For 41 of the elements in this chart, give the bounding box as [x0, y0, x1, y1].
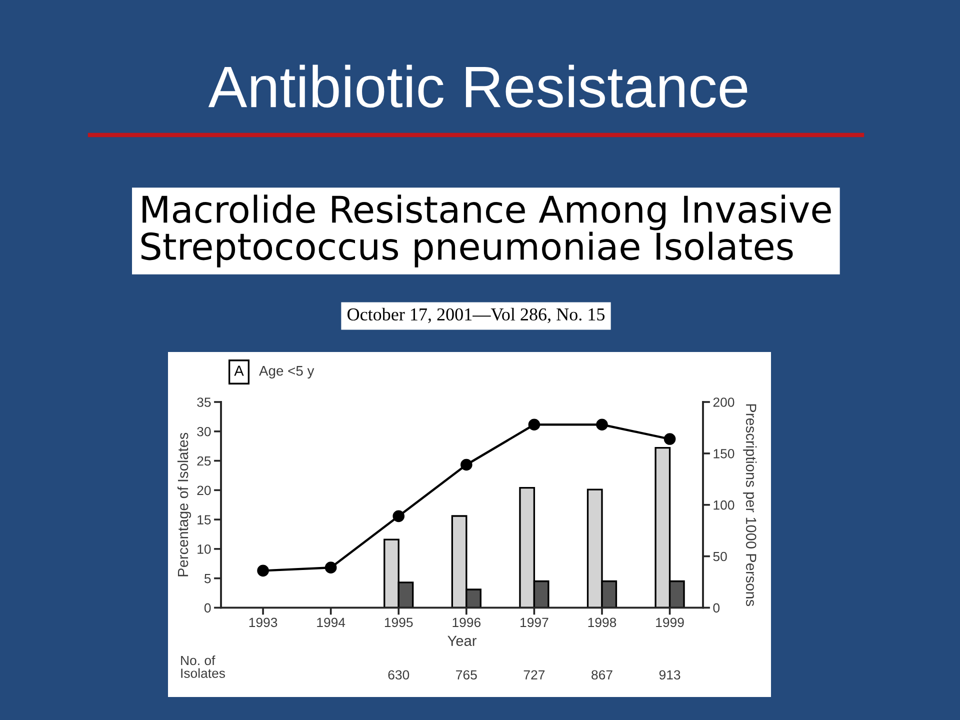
- point: [324, 562, 337, 574]
- point: [257, 564, 269, 577]
- text: 867: [592, 670, 612, 680]
- y2-tick-label: 50: [713, 552, 727, 562]
- text: A: [234, 366, 244, 376]
- y2-tick-label: 200: [713, 398, 734, 407]
- point: [392, 510, 405, 522]
- x-tick-label: 1995: [384, 618, 413, 628]
- y2-tick-label: 150: [714, 448, 734, 458]
- point: [460, 458, 472, 471]
- point: [664, 433, 676, 445]
- x-tick-label: 1993: [249, 618, 278, 628]
- chart-title: Antibiotic Resistance: [208, 64, 748, 108]
- chart-subtitle: Macrolide Resistance Among Invasive Streptococcus pneumoniae Isolates: [141, 194, 831, 268]
- y-axis-title: Percentage of Isolates: [177, 432, 192, 576]
- text: 913: [659, 670, 680, 680]
- text: 727: [524, 670, 545, 680]
- y-tick-label: 15: [198, 515, 211, 524]
- y-tick-label: 10: [198, 544, 211, 554]
- x-tick-label: 1999: [656, 618, 684, 628]
- x-tick-label: 1998: [588, 618, 616, 628]
- x-tick-label: 1996: [452, 618, 481, 628]
- x-tick-label: 1997: [520, 618, 548, 628]
- point: [528, 418, 540, 431]
- x-axis-title: Year: [448, 636, 476, 646]
- text: 765: [456, 670, 477, 680]
- text: 630: [388, 670, 410, 680]
- y-tick-label: 25: [197, 456, 211, 466]
- y-tick-label: 5: [204, 574, 211, 584]
- text: October 17, 2001—Vol 286, No. 15: [348, 308, 605, 324]
- text: Age <5 y: [259, 366, 314, 378]
- text: No. of Isolates: [181, 655, 225, 678]
- y2-axis-title: Prescriptions per 1000 Persons: [743, 404, 757, 606]
- y-tick-label: 0: [204, 603, 211, 613]
- y-tick-label: 30: [197, 426, 211, 436]
- y2-tick-label: 0: [713, 603, 720, 613]
- y-tick-label: 20: [197, 486, 211, 496]
- point: [596, 418, 608, 431]
- y-tick-label: 35: [197, 398, 211, 407]
- y2-tick-label: 100: [714, 500, 734, 510]
- x-tick-label: 1994: [317, 618, 346, 628]
